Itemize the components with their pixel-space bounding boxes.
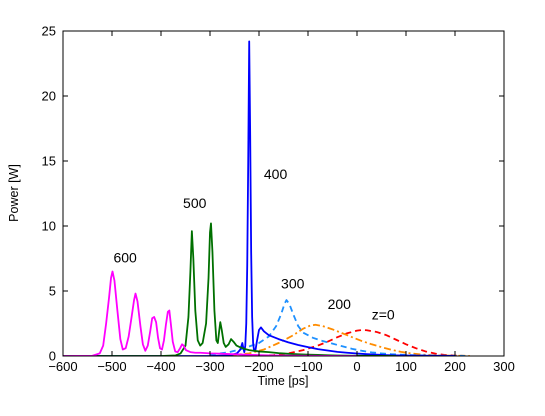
series-layer <box>63 40 470 356</box>
series-line-4 <box>63 222 397 356</box>
x-tick-label: −600 <box>48 359 77 374</box>
y-tick-label: 0 <box>49 349 56 364</box>
axes-box <box>62 30 505 357</box>
x-axis-label: Time [ps] <box>258 374 309 388</box>
series-line-0 <box>258 329 465 356</box>
x-tick-label: −400 <box>146 359 175 374</box>
series-line-5 <box>63 270 358 356</box>
y-axis-label: Power [W] <box>7 164 21 222</box>
x-tick-label: 300 <box>493 359 515 374</box>
annotation-label: 200 <box>328 296 352 312</box>
x-tick-label: −200 <box>244 359 273 374</box>
annotation-label: 500 <box>183 195 207 211</box>
y-tick-label: 10 <box>42 219 56 234</box>
annotation-label: 600 <box>113 249 137 265</box>
y-tick-label: 15 <box>42 154 56 169</box>
x-tick-label: 0 <box>353 359 360 374</box>
x-tick-label: −100 <box>293 359 322 374</box>
annotation-label: z=0 <box>372 307 395 323</box>
x-tick-label: −500 <box>97 359 126 374</box>
series-line-3 <box>63 40 456 356</box>
y-tick-label: 5 <box>49 284 56 299</box>
annotation-label: 300 <box>281 275 305 291</box>
y-tick-label: 20 <box>42 89 56 104</box>
ticks-layer: −600 −500 −400 −300 −200 −100 0 100 200 300 0 5 10 15… <box>42 24 515 375</box>
x-tick-label: −300 <box>195 359 224 374</box>
plot-area <box>63 40 470 356</box>
y-tick-label: 25 <box>42 24 56 39</box>
x-tick-label: 200 <box>444 359 466 374</box>
annotation-layer: z=0 200 300 400 500 600 <box>113 166 394 322</box>
x-tick-label: 100 <box>395 359 417 374</box>
annotation-label: 400 <box>264 166 288 182</box>
